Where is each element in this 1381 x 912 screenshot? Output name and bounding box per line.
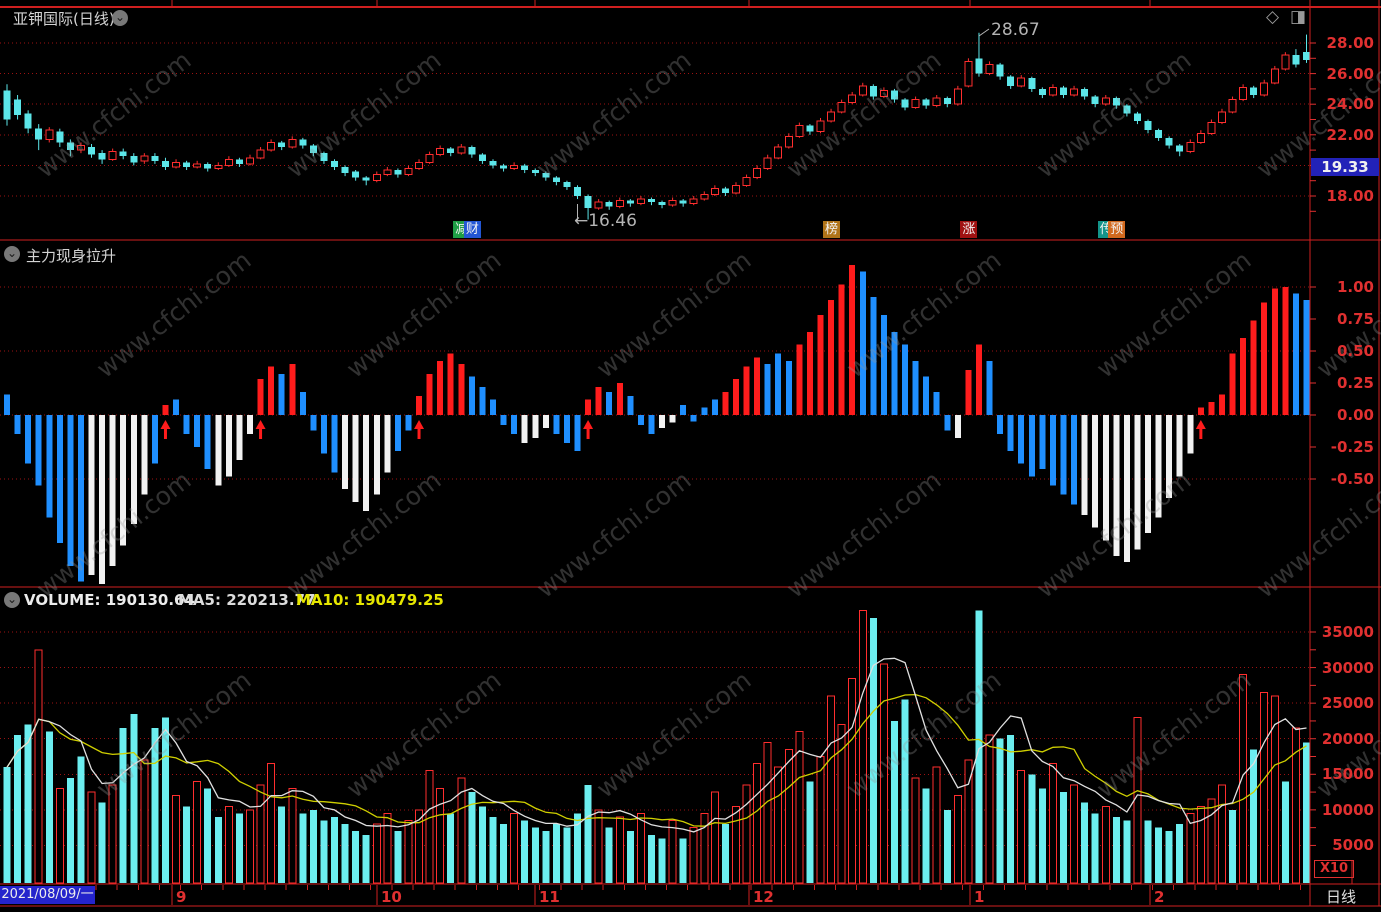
indicator-axis-label: 0.50 [1336,342,1374,360]
month-label: 1 [974,888,985,906]
volume-axis-label: 30000 [1321,658,1374,677]
chevron-down-icon[interactable]: ⌄ [4,592,20,608]
volume-value-label: VOLUME: 190130.64 [24,591,195,609]
price-axis-label: 28.00 [1326,34,1374,52]
layout-icon[interactable]: ◨ [1290,7,1307,27]
ma5-value-label: MA5: 220213.77 [178,591,316,609]
volume-multiplier-label: X10 [1314,860,1354,878]
period-label[interactable]: 日线 [1326,888,1357,906]
price-axis-label: 24.00 [1326,95,1374,114]
indicator-axis-label: 0.00 [1336,406,1374,424]
volume-axis-label: 25000 [1321,694,1374,713]
volume-axis-label: 35000 [1321,623,1374,641]
month-label: 9 [176,888,187,906]
indicator-axis-label: 0.75 [1336,310,1374,328]
volume-axis-label: 5000 [1332,836,1374,855]
month-label: 10 [381,888,402,906]
ma10-value-label: MA10: 190479.25 [296,591,444,609]
event-badge[interactable]: 财 [463,221,481,238]
indicator-axis-label: -0.25 [1330,438,1374,456]
event-badge[interactable]: 预 [1108,221,1126,238]
volume-axis-label: 15000 [1321,765,1374,784]
indicator-axis-label: -0.50 [1330,470,1374,488]
price-axis-label: 22.00 [1326,125,1374,144]
event-badge[interactable]: 榜 [823,221,841,238]
current-price-badge: 19.33 [1311,158,1379,176]
month-label: 11 [539,888,560,906]
indicator-axis-label: 0.25 [1336,374,1374,392]
indicator-axis-label: 1.00 [1336,278,1374,296]
volume-axis-label: 10000 [1321,800,1374,819]
chevron-down-icon[interactable]: ⌄ [112,10,128,26]
indicator-title: 主力现身拉升 [26,247,117,265]
price-axis-label: 18.00 [1326,187,1374,205]
month-label: 12 [753,888,774,906]
price-axis-label: 26.00 [1326,64,1374,83]
event-badge[interactable]: 涨 [960,221,978,238]
diamond-icon[interactable]: ◇ [1266,7,1280,27]
volume-axis-label: 20000 [1321,729,1374,748]
stock-title: 亚钾国际(日线) [13,10,115,28]
high-price-annotation: 28.67 [991,20,1040,40]
month-label: 2 [1154,888,1165,906]
low-price-annotation: ←16.46 [574,211,637,231]
date-badge: 2021/08/09/一 [0,886,95,904]
chevron-down-icon[interactable]: ⌄ [4,246,20,262]
